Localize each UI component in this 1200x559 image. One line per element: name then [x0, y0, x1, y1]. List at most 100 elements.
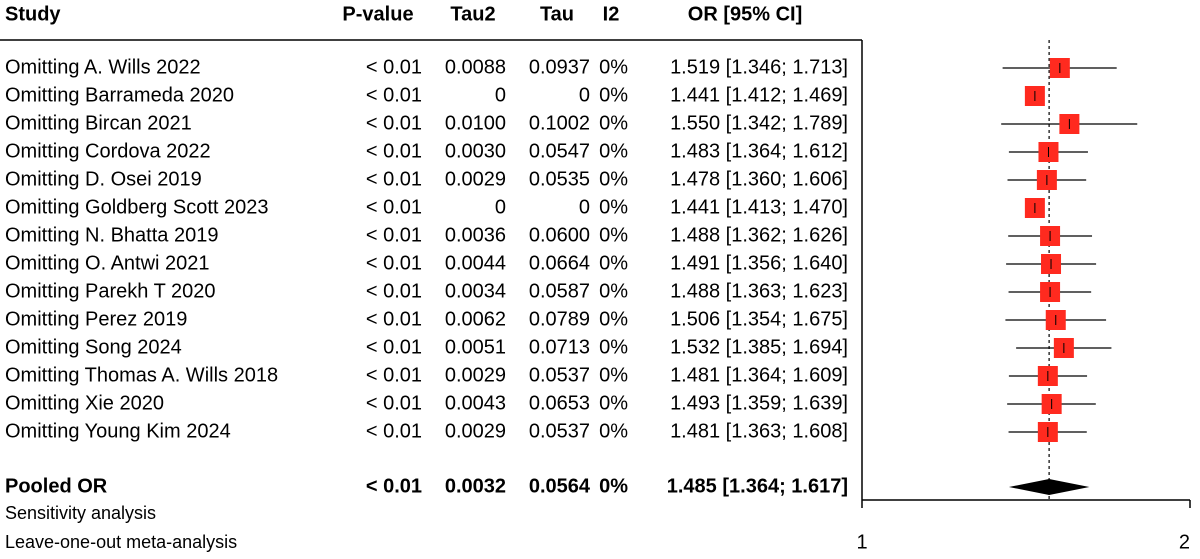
cell-p-value: < 0.01	[366, 392, 422, 414]
cell-tau2: 0.0044	[445, 252, 506, 274]
cell-i2: 0%	[599, 112, 628, 134]
cell-i2: 0%	[599, 420, 628, 442]
cell-i2: 0%	[599, 392, 628, 414]
cell-ci-label: 1.441 [1.412; 1.469]	[670, 84, 848, 106]
cell-tau2: 0.0062	[445, 308, 506, 330]
cell-study: Omitting Cordova 2022	[5, 140, 211, 162]
pooled-study: Pooled OR	[5, 475, 108, 497]
cell-tau2: 0	[495, 84, 506, 106]
cell-ci-label: 1.481 [1.364; 1.609]	[670, 364, 848, 386]
cell-p-value: < 0.01	[366, 140, 422, 162]
column-header: OR [95% CI]	[688, 3, 802, 25]
cell-ci-label: 1.488 [1.363; 1.623]	[670, 280, 848, 302]
cell-ci-label: 1.441 [1.413; 1.470]	[670, 196, 848, 218]
cell-tau2: 0.0043	[445, 392, 506, 414]
cell-tau: 0	[579, 196, 590, 218]
column-header: Tau2	[450, 3, 495, 25]
cell-tau2: 0.0030	[445, 140, 506, 162]
cell-i2: 0%	[599, 196, 628, 218]
cell-i2: 0%	[599, 336, 628, 358]
cell-tau2: 0.0051	[445, 336, 506, 358]
pooled-i2: 0%	[599, 475, 628, 497]
cell-p-value: < 0.01	[366, 168, 422, 190]
pooled-ci-label: 1.485 [1.364; 1.617]	[667, 475, 848, 497]
cell-p-value: < 0.01	[366, 364, 422, 386]
cell-tau2: 0.0029	[445, 420, 506, 442]
cell-tau: 0.0937	[529, 56, 590, 78]
cell-ci-label: 1.491 [1.356; 1.640]	[670, 252, 848, 274]
cell-p-value: < 0.01	[366, 252, 422, 274]
cell-ci-label: 1.478 [1.360; 1.606]	[670, 168, 848, 190]
cell-ci-label: 1.506 [1.354; 1.675]	[670, 308, 848, 330]
cell-p-value: < 0.01	[366, 336, 422, 358]
cell-study: Omitting Thomas A. Wills 2018	[5, 364, 278, 386]
footnote: Sensitivity analysis	[5, 503, 156, 523]
cell-study: Omitting O. Antwi 2021	[5, 252, 210, 274]
cell-tau2: 0.0088	[445, 56, 506, 78]
column-header: P-value	[342, 3, 413, 25]
cell-p-value: < 0.01	[366, 280, 422, 302]
cell-tau: 0.0664	[529, 252, 590, 274]
cell-study: Omitting Xie 2020	[5, 392, 164, 414]
cell-study: Omitting D. Osei 2019	[5, 168, 202, 190]
cell-tau: 0.0653	[529, 392, 590, 414]
cell-ci-label: 1.550 [1.342; 1.789]	[670, 112, 848, 134]
x-tick-label: 1	[856, 531, 867, 553]
cell-study: Omitting Parekh T 2020	[5, 280, 216, 302]
cell-study: Omitting Barrameda 2020	[5, 84, 234, 106]
cell-p-value: < 0.01	[366, 112, 422, 134]
cell-study: Omitting Perez 2019	[5, 308, 187, 330]
cell-tau: 0	[579, 84, 590, 106]
cell-tau2: 0.0036	[445, 224, 506, 246]
cell-p-value: < 0.01	[366, 224, 422, 246]
cell-tau: 0.1002	[529, 112, 590, 134]
column-header: Tau	[540, 3, 574, 25]
cell-ci-label: 1.488 [1.362; 1.626]	[670, 224, 848, 246]
cell-tau2: 0.0029	[445, 168, 506, 190]
pooled-tau: 0.0564	[529, 475, 591, 497]
cell-ci-label: 1.481 [1.363; 1.608]	[670, 420, 848, 442]
pooled-diamond	[1008, 479, 1090, 495]
cell-i2: 0%	[599, 140, 628, 162]
cell-tau: 0.0537	[529, 420, 590, 442]
cell-p-value: < 0.01	[366, 420, 422, 442]
cell-study: Omitting Goldberg Scott 2023	[5, 196, 268, 218]
cell-tau2: 0	[495, 196, 506, 218]
cell-tau: 0.0547	[529, 140, 590, 162]
cell-study: Omitting Bircan 2021	[5, 112, 192, 134]
cell-i2: 0%	[599, 224, 628, 246]
x-tick-label: 2	[1179, 531, 1190, 553]
cell-tau: 0.0587	[529, 280, 590, 302]
column-header: I2	[603, 3, 620, 25]
cell-tau2: 0.0034	[445, 280, 506, 302]
cell-tau: 0.0789	[529, 308, 590, 330]
cell-i2: 0%	[599, 168, 628, 190]
cell-study: Omitting N. Bhatta 2019	[5, 224, 218, 246]
cell-tau: 0.0537	[529, 364, 590, 386]
cell-i2: 0%	[599, 364, 628, 386]
pooled-tau2: 0.0032	[445, 475, 506, 497]
cell-i2: 0%	[599, 252, 628, 274]
cell-ci-label: 1.532 [1.385; 1.694]	[670, 336, 848, 358]
cell-p-value: < 0.01	[366, 196, 422, 218]
cell-ci-label: 1.519 [1.346; 1.713]	[670, 56, 848, 78]
cell-i2: 0%	[599, 280, 628, 302]
cell-p-value: < 0.01	[366, 308, 422, 330]
cell-study: Omitting Song 2024	[5, 336, 182, 358]
cell-i2: 0%	[599, 84, 628, 106]
cell-p-value: < 0.01	[366, 84, 422, 106]
cell-tau: 0.0600	[529, 224, 590, 246]
cell-tau2: 0.0029	[445, 364, 506, 386]
footnote: Leave-one-out meta-analysis	[5, 532, 237, 552]
cell-tau: 0.0535	[529, 168, 590, 190]
cell-study: Omitting A. Wills 2022	[5, 56, 201, 78]
cell-ci-label: 1.493 [1.359; 1.639]	[670, 392, 848, 414]
column-header: Study	[5, 3, 61, 25]
cell-tau: 0.0713	[529, 336, 590, 358]
cell-i2: 0%	[599, 56, 628, 78]
cell-study: Omitting Young Kim 2024	[5, 420, 231, 442]
cell-tau2: 0.0100	[445, 112, 506, 134]
pooled-p-value: < 0.01	[366, 475, 422, 497]
cell-ci-label: 1.483 [1.364; 1.612]	[670, 140, 848, 162]
